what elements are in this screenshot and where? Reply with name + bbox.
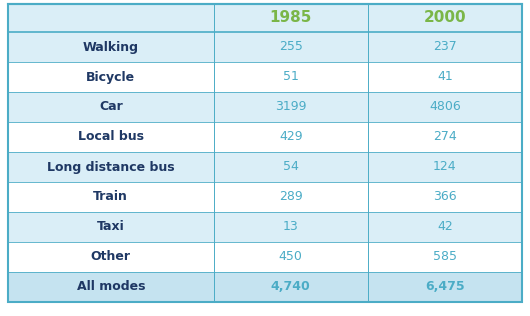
Text: Walking: Walking <box>83 40 139 53</box>
Text: 1985: 1985 <box>270 10 312 26</box>
Text: 450: 450 <box>279 251 303 264</box>
Bar <box>8 122 522 152</box>
Text: 255: 255 <box>279 40 303 53</box>
Text: Car: Car <box>99 100 122 113</box>
Text: 4806: 4806 <box>429 100 461 113</box>
Text: 41: 41 <box>437 70 453 83</box>
Text: 54: 54 <box>283 161 298 173</box>
Text: 4,740: 4,740 <box>271 281 311 294</box>
Bar <box>8 152 522 182</box>
Text: 42: 42 <box>437 221 453 234</box>
Bar <box>8 182 522 212</box>
Text: Long distance bus: Long distance bus <box>47 161 174 173</box>
Bar <box>8 92 522 122</box>
Text: 289: 289 <box>279 191 303 204</box>
Text: 274: 274 <box>433 131 457 143</box>
Text: 3199: 3199 <box>275 100 306 113</box>
Text: 429: 429 <box>279 131 303 143</box>
Text: Other: Other <box>91 251 131 264</box>
Bar <box>8 242 522 272</box>
Text: 237: 237 <box>433 40 457 53</box>
Text: 585: 585 <box>433 251 457 264</box>
Bar <box>8 272 522 302</box>
Text: 124: 124 <box>433 161 457 173</box>
Bar <box>8 212 522 242</box>
Bar <box>8 32 522 62</box>
Text: Taxi: Taxi <box>97 221 125 234</box>
Text: 51: 51 <box>283 70 298 83</box>
Bar <box>8 4 522 32</box>
Text: Local bus: Local bus <box>78 131 144 143</box>
Text: 2000: 2000 <box>423 10 466 26</box>
Bar <box>8 62 522 92</box>
Text: All modes: All modes <box>76 281 145 294</box>
Text: Train: Train <box>93 191 128 204</box>
Text: 13: 13 <box>283 221 298 234</box>
Text: 366: 366 <box>433 191 457 204</box>
Text: Bicycle: Bicycle <box>86 70 135 83</box>
Text: 6,475: 6,475 <box>425 281 465 294</box>
